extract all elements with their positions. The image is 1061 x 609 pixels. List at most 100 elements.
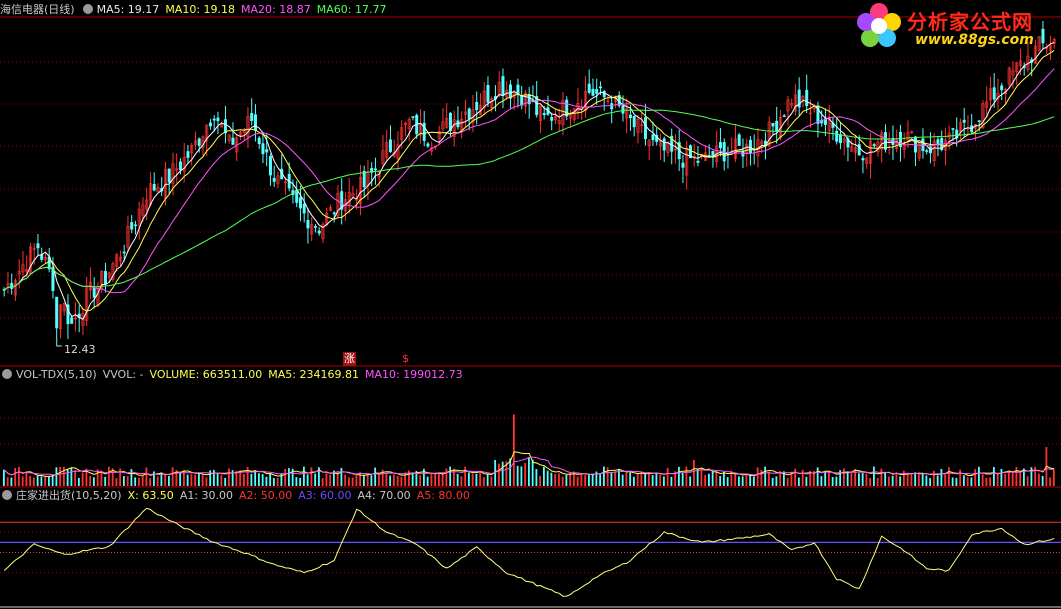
candle-body bbox=[411, 116, 415, 118]
candle-body bbox=[925, 150, 929, 152]
volume-bar bbox=[359, 472, 362, 486]
candle-body bbox=[32, 248, 36, 250]
volume-bar bbox=[569, 472, 572, 486]
volume-bar bbox=[70, 467, 73, 486]
volume-bar bbox=[741, 476, 744, 486]
volume-bar bbox=[423, 468, 425, 486]
volume-bar bbox=[385, 473, 388, 486]
volume-bar bbox=[693, 460, 695, 486]
volume-bar bbox=[378, 473, 380, 486]
volume-bar bbox=[618, 469, 620, 486]
volume-bar bbox=[730, 470, 733, 486]
volume-bar bbox=[794, 468, 797, 486]
volume-bar bbox=[936, 475, 939, 486]
volume-bar bbox=[179, 472, 182, 486]
candle-body bbox=[73, 317, 77, 320]
candle-body bbox=[385, 142, 389, 158]
candle-body bbox=[261, 143, 265, 155]
candle-body bbox=[283, 181, 287, 184]
main-title: 海信电器(日线) bbox=[0, 3, 75, 16]
candle-body bbox=[358, 176, 362, 205]
volume-bar bbox=[475, 473, 478, 486]
candle-body bbox=[842, 138, 846, 143]
flag-zhang[interactable]: 涨 bbox=[343, 352, 356, 366]
volume-bar bbox=[734, 474, 737, 486]
volume-bar bbox=[209, 470, 212, 486]
a3-label: A3: 60.00 bbox=[298, 489, 352, 502]
volume-bar bbox=[160, 472, 163, 486]
ma20-line bbox=[3, 68, 1055, 294]
volume-bar bbox=[108, 466, 110, 486]
candle-body bbox=[463, 111, 467, 115]
volume-bar bbox=[145, 467, 148, 486]
candle-body bbox=[133, 224, 137, 227]
settings-circle-icon[interactable] bbox=[2, 369, 12, 379]
volume-bar bbox=[786, 477, 789, 486]
candle-body bbox=[70, 317, 74, 324]
vol-ma5-label: MA5: 234169.81 bbox=[268, 368, 359, 381]
candle-body bbox=[167, 168, 171, 183]
candle-body bbox=[115, 254, 119, 267]
volume-bar bbox=[831, 476, 834, 486]
volume-bar bbox=[981, 474, 984, 486]
candle-body bbox=[553, 116, 557, 121]
volume-bar bbox=[490, 476, 493, 486]
volume-bar bbox=[775, 476, 778, 486]
volume-bar bbox=[438, 472, 440, 486]
candle-body bbox=[145, 199, 149, 210]
volume-bar bbox=[528, 457, 530, 486]
volume-bar bbox=[783, 471, 785, 486]
volume-bar bbox=[704, 474, 707, 486]
volume-bar bbox=[756, 467, 759, 486]
volume-bar bbox=[1011, 471, 1014, 486]
candle-body bbox=[231, 137, 235, 145]
volume-bar bbox=[415, 470, 418, 486]
candle-body bbox=[673, 148, 677, 151]
volume-label: VOLUME: 663511.00 bbox=[149, 368, 263, 381]
volume-bar bbox=[614, 471, 617, 486]
volume-bar bbox=[760, 469, 763, 486]
volume-bar bbox=[250, 473, 253, 486]
volume-bar bbox=[771, 477, 774, 486]
candle-body bbox=[306, 220, 310, 229]
settings-circle-icon[interactable] bbox=[2, 490, 12, 500]
volume-bar bbox=[580, 473, 583, 486]
candle-body bbox=[137, 208, 141, 227]
candle-body bbox=[602, 90, 606, 98]
volume-bar bbox=[966, 477, 969, 486]
volume-bar bbox=[978, 466, 980, 486]
candle-body bbox=[227, 134, 231, 141]
volume-bar bbox=[940, 469, 943, 486]
candle-body bbox=[696, 160, 700, 163]
candle-body bbox=[130, 222, 134, 230]
candle-body bbox=[351, 193, 355, 197]
volume-bar bbox=[820, 476, 823, 486]
volume-bar bbox=[171, 467, 174, 486]
candle-body bbox=[1033, 45, 1037, 64]
volume-bar bbox=[573, 471, 575, 486]
volume-bar bbox=[81, 472, 84, 486]
volume-bar bbox=[456, 473, 459, 486]
candle-body bbox=[276, 175, 280, 184]
candle-body bbox=[373, 168, 377, 171]
volume-bar bbox=[539, 475, 542, 486]
candle-body bbox=[362, 170, 366, 188]
volume-bar bbox=[1015, 466, 1018, 486]
volume-bar bbox=[85, 468, 88, 486]
volume-bar bbox=[681, 472, 684, 486]
flag-dollar[interactable]: $ bbox=[402, 352, 409, 365]
candle-body bbox=[246, 116, 250, 138]
candle-body bbox=[422, 122, 426, 141]
volume-bar bbox=[498, 463, 500, 486]
candle-body bbox=[400, 127, 404, 141]
volume-bar bbox=[1049, 477, 1052, 486]
volume-bar bbox=[1030, 467, 1033, 486]
volume-bar bbox=[884, 471, 887, 486]
candle-body bbox=[520, 95, 524, 106]
volume-bar bbox=[246, 466, 249, 486]
volume-bar bbox=[584, 475, 587, 486]
volume-bar bbox=[719, 475, 722, 486]
settings-circle-icon[interactable] bbox=[82, 4, 93, 14]
volume-bar bbox=[663, 476, 665, 486]
candle-body bbox=[126, 225, 130, 248]
